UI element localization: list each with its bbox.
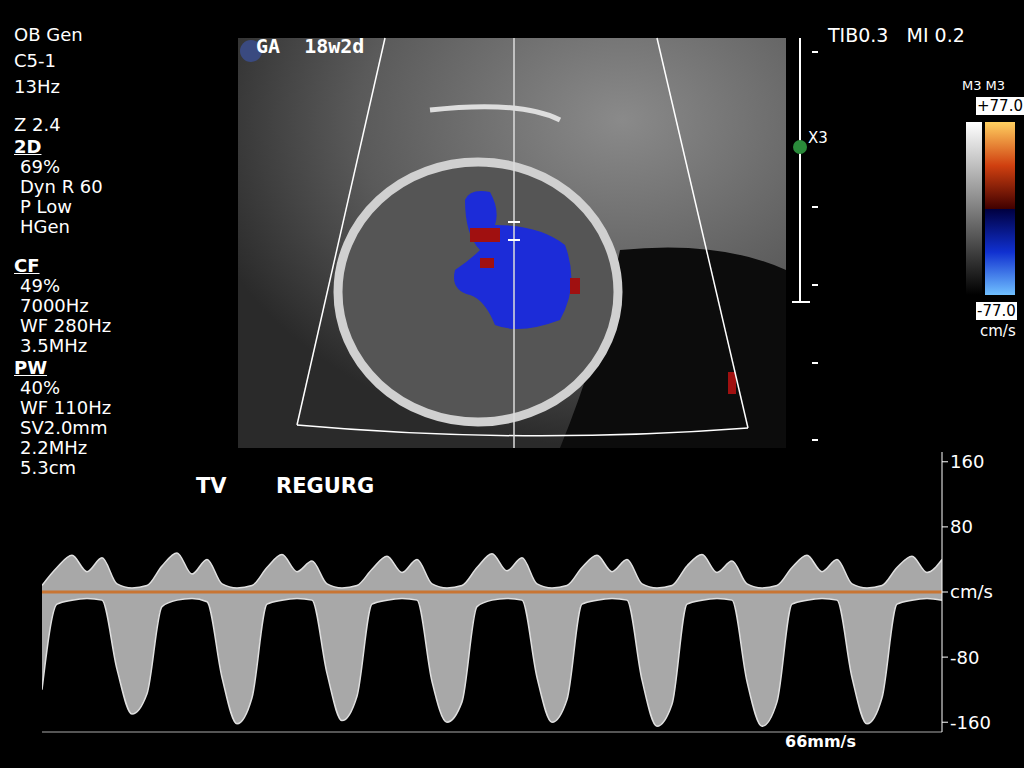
html-text:Z 2.4: Z 2.4 <box>14 114 61 135</box>
html-text:HGen: HGen <box>20 216 70 237</box>
html-text:SV2.0mm: SV2.0mm <box>20 417 108 438</box>
html-text:WF 110Hz: WF 110Hz <box>20 397 112 418</box>
html-text:TIB0.3 MI 0.2: TIB0.3 MI 0.2 <box>828 24 965 46</box>
html-text:GA 18w2d: GA 18w2d <box>256 34 365 58</box>
html-text:cm/s: cm/s <box>980 322 1016 340</box>
html-text:66mm/s: 66mm/s <box>785 732 856 751</box>
html-text:C5-1: C5-1 <box>14 50 56 71</box>
html-text:69%: 69% <box>20 156 60 177</box>
svg-text:-160: -160 <box>950 712 991 733</box>
html-text:TV: TV <box>196 474 227 498</box>
html-text:2.2MHz: 2.2MHz <box>20 437 88 458</box>
html-text:PW: PW <box>14 357 47 378</box>
html-text:+77.0: +77.0 <box>977 97 1023 115</box>
html-text:40%: 40% <box>20 377 60 398</box>
html-text:Dyn R 60: Dyn R 60 <box>20 176 103 197</box>
html-text:2D: 2D <box>14 136 42 157</box>
svg-text:160: 160 <box>950 452 984 472</box>
html-text:OB Gen: OB Gen <box>14 24 83 45</box>
html-text:CF: CF <box>14 255 40 276</box>
html-text:49%: 49% <box>20 275 60 296</box>
svg-text:80: 80 <box>950 516 973 537</box>
svg-text:-80: -80 <box>950 647 979 668</box>
html-text:13Hz: 13Hz <box>14 76 60 97</box>
html-text:REGURG: REGURG <box>276 474 375 498</box>
html-text:M3 M3: M3 M3 <box>962 78 1006 93</box>
html-text:5.3cm: 5.3cm <box>20 457 77 478</box>
html-text:7000Hz: 7000Hz <box>20 295 89 316</box>
html-text:WF 280Hz: WF 280Hz <box>20 315 112 336</box>
svg-text:cm/s: cm/s <box>950 581 993 602</box>
html-text:3.5MHz: 3.5MHz <box>20 335 88 356</box>
html-text:X3: X3 <box>808 129 828 147</box>
html-text:P Low: P Low <box>20 196 72 217</box>
html-text:-77.0: -77.0 <box>977 302 1016 320</box>
